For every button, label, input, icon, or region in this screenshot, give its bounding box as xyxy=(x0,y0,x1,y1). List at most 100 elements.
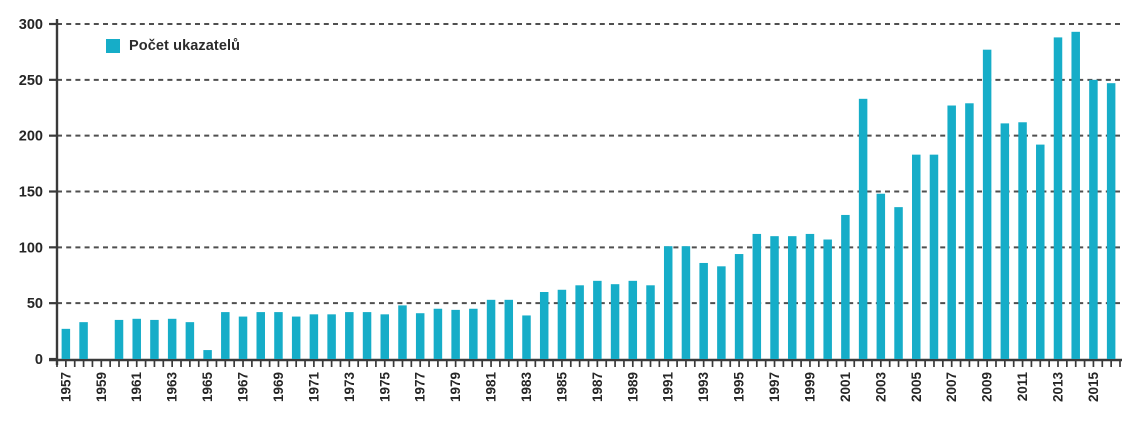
bar-1992 xyxy=(681,246,691,359)
x-tick-label-1997: 1997 xyxy=(767,372,782,402)
legend-label: Počet ukazatelů xyxy=(129,38,241,54)
y-tick-label-50: 50 xyxy=(27,296,43,312)
bar-1977 xyxy=(415,313,425,359)
bar-1962 xyxy=(150,319,159,359)
bar-1973 xyxy=(345,312,354,359)
x-tick-label-1981: 1981 xyxy=(484,372,499,403)
bar-1999 xyxy=(805,233,815,359)
x-tick-label-1999: 1999 xyxy=(802,372,817,402)
bar-2005 xyxy=(912,154,921,359)
x-tick-label-1967: 1967 xyxy=(236,372,251,402)
bar-1969 xyxy=(274,312,283,359)
y-tick-label-150: 150 xyxy=(19,185,43,201)
x-tick-label-2005: 2005 xyxy=(909,372,924,403)
x-tick-label-1969: 1969 xyxy=(271,372,286,402)
x-tick-label-1959: 1959 xyxy=(94,372,109,402)
x-tick-label-1991: 1991 xyxy=(661,372,676,403)
x-tick-label-1993: 1993 xyxy=(696,372,711,403)
bar-2015 xyxy=(1089,79,1098,359)
x-tick-label-1989: 1989 xyxy=(625,372,640,402)
x-tick-label-1961: 1961 xyxy=(129,372,144,403)
bar-1965 xyxy=(203,350,212,359)
x-tick-label-1985: 1985 xyxy=(554,372,569,403)
bar-2009 xyxy=(982,49,992,359)
bar-2001 xyxy=(841,214,850,359)
bar-1984 xyxy=(539,292,549,359)
x-tick-label-2007: 2007 xyxy=(944,372,959,402)
bar-1989 xyxy=(628,280,638,359)
bar-1968 xyxy=(256,312,265,359)
bar-1957 xyxy=(61,328,71,359)
bar-2011 xyxy=(1018,122,1027,360)
bar-1995 xyxy=(734,254,744,359)
bar-1998 xyxy=(787,236,797,359)
bar-2012 xyxy=(1036,144,1045,359)
bar-1982 xyxy=(504,299,514,359)
bar-2016 xyxy=(1106,83,1116,359)
bar-1993 xyxy=(699,262,708,359)
bar-1988 xyxy=(610,284,620,359)
bar-1994 xyxy=(717,266,726,359)
bar-2004 xyxy=(894,207,903,359)
bar-1990 xyxy=(646,285,655,359)
bar-2010 xyxy=(1000,123,1010,359)
x-tick-label-1983: 1983 xyxy=(519,372,534,403)
bar-2007 xyxy=(947,105,956,360)
legend: Počet ukazatelů xyxy=(106,38,240,54)
bar-2003 xyxy=(876,193,886,359)
x-tick-label-2009: 2009 xyxy=(980,372,995,402)
bar-1970 xyxy=(291,316,301,359)
x-tick-label-1971: 1971 xyxy=(306,372,321,403)
bar-2013 xyxy=(1053,37,1063,360)
bar-1997 xyxy=(770,236,779,359)
bar-1983 xyxy=(522,315,531,359)
bar-1964 xyxy=(185,322,195,359)
bar-1975 xyxy=(380,314,390,359)
bar-1966 xyxy=(221,312,230,359)
bar-1991 xyxy=(663,246,673,359)
x-tick-label-1957: 1957 xyxy=(58,372,73,402)
x-tick-label-1995: 1995 xyxy=(732,372,747,403)
bar-2002 xyxy=(858,98,868,360)
x-tick-label-1979: 1979 xyxy=(448,372,463,402)
bar-2000 xyxy=(823,239,832,359)
x-tick-label-2003: 2003 xyxy=(873,372,888,403)
x-tick-label-2015: 2015 xyxy=(1086,372,1101,403)
bar-1976 xyxy=(398,305,407,359)
bar-2006 xyxy=(929,154,939,359)
bar-1985 xyxy=(557,289,567,359)
y-tick-label-100: 100 xyxy=(19,240,43,256)
x-tick-label-1987: 1987 xyxy=(590,372,605,402)
bar-1987 xyxy=(593,280,602,359)
bar-1971 xyxy=(309,314,319,359)
x-tick-label-1977: 1977 xyxy=(413,372,428,402)
y-tick-label-200: 200 xyxy=(19,129,43,145)
bar-1967 xyxy=(238,316,248,359)
x-tick-label-2001: 2001 xyxy=(838,372,853,403)
bar-2014 xyxy=(1071,31,1080,360)
bar-1978 xyxy=(433,308,443,359)
x-tick-label-1965: 1965 xyxy=(200,372,215,403)
x-tick-label-2013: 2013 xyxy=(1050,372,1065,403)
legend-swatch xyxy=(106,39,120,53)
bar-1986 xyxy=(575,285,584,359)
x-tick-label-1973: 1973 xyxy=(342,372,357,403)
bar-1974 xyxy=(362,312,372,359)
bar-1960 xyxy=(114,319,124,359)
x-tick-label-1963: 1963 xyxy=(165,372,180,403)
bar-1961 xyxy=(132,318,141,359)
bar-1980 xyxy=(469,308,478,359)
bar-1996 xyxy=(752,233,762,359)
bar-1979 xyxy=(451,309,460,359)
x-tick-label-2011: 2011 xyxy=(1015,372,1030,402)
y-tick-label-300: 300 xyxy=(19,17,43,33)
y-tick-label-250: 250 xyxy=(19,73,43,89)
bar-1958 xyxy=(79,322,88,359)
bar-1972 xyxy=(327,314,336,359)
y-tick-label-0: 0 xyxy=(35,352,43,368)
bar-2008 xyxy=(965,103,974,360)
bar-1963 xyxy=(167,318,177,359)
x-tick-label-1975: 1975 xyxy=(377,372,392,403)
